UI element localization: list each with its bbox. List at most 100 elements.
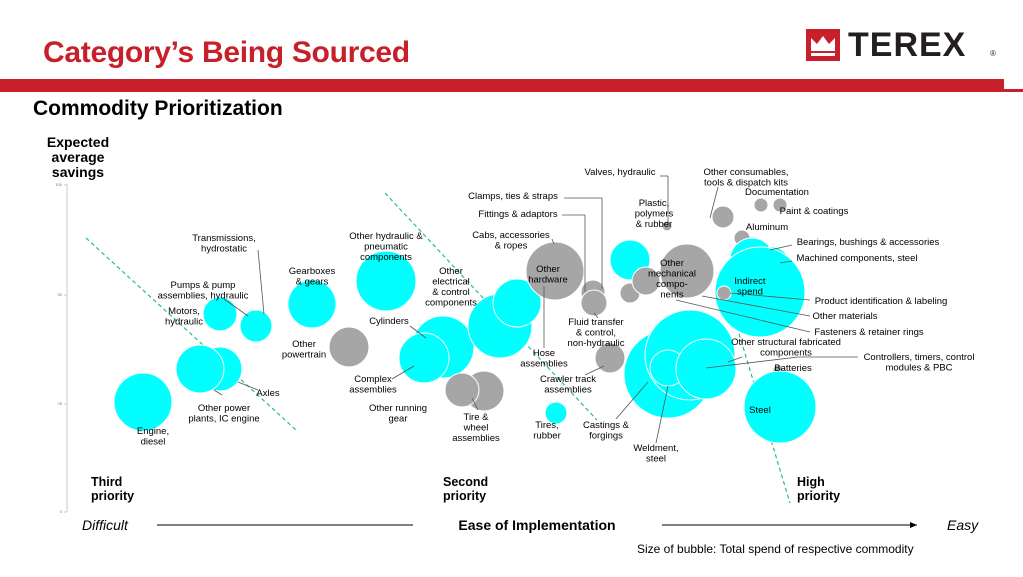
- bubble-other-running-gear[interactable]: [444, 372, 480, 408]
- label-pumps-line: assemblies, hydraulic: [158, 291, 249, 302]
- bubble-other-power-plants[interactable]: [175, 344, 225, 394]
- y-tick-label: 100: [55, 182, 62, 187]
- label-pumps-line: Pumps & pump: [171, 280, 236, 291]
- label-bearings-line: Bearings, bushings & accessories: [797, 237, 940, 248]
- label-other-structural-line: Other structural fabricated: [731, 337, 841, 348]
- label-indirect-spend: Indirect spend: [734, 276, 766, 298]
- leader-line: [779, 260, 793, 264]
- priority-label-second-line: Second: [443, 475, 488, 489]
- label-other-mechanical-line: nents: [660, 290, 683, 301]
- bubble-other-mechanical[interactable]: [631, 266, 661, 296]
- axis-layer: 100 50 25 0: [55, 182, 68, 514]
- label-other-mechanical: Other mechanical compo-nents: [648, 258, 696, 301]
- bubble-cylinders[interactable]: [398, 332, 450, 384]
- bubble-engine-diesel[interactable]: [113, 372, 173, 432]
- label-other-electrical-line: Other: [439, 266, 463, 277]
- label-cylinders-line: Cylinders: [369, 316, 409, 327]
- label-aluminum: Aluminum: [746, 222, 788, 233]
- leader-line: [223, 298, 249, 317]
- label-product-identification-line: Product identification & labeling: [815, 296, 948, 307]
- label-other-running-gear-line: gear: [388, 414, 407, 425]
- label-fittings-line: Fittings & adaptors: [478, 209, 557, 220]
- bubble-documentation[interactable]: [753, 197, 769, 213]
- label-transmissions-line: hydrostatic: [201, 244, 247, 255]
- label-fasteners-line: Fasteners & retainer rings: [814, 327, 924, 338]
- label-complex-assemblies-line: Complex: [354, 374, 392, 385]
- bubble-motors-hydraulic[interactable]: [202, 296, 238, 332]
- bubble-plastic-polymers[interactable]: [661, 220, 673, 232]
- label-other-hydraulic-pneumatic: Other hydraulic & pneumatic components: [349, 231, 423, 263]
- label-batteries-line: Batteries: [774, 363, 812, 374]
- bubble-pumps[interactable]: [239, 309, 273, 343]
- terex-logo: TEREX ®: [806, 26, 996, 65]
- label-paint-coatings-line: Paint & coatings: [780, 206, 849, 217]
- label-other-hydraulic-pneumatic-line: Other hydraulic &: [349, 231, 423, 242]
- label-controllers-line: modules & PBC: [885, 363, 952, 374]
- priority-label-third-line: Third: [91, 475, 122, 489]
- label-indirect-spend-line: Indirect: [734, 276, 766, 287]
- header-red-bar: [0, 79, 1023, 92]
- bubble-product-identification[interactable]: [716, 285, 732, 301]
- label-product-identification: Product identification & labeling: [815, 296, 948, 307]
- leader-line: [701, 295, 811, 317]
- bubble-other-powertrain[interactable]: [328, 326, 370, 368]
- label-cabs-line: Cabs, accessories: [472, 230, 550, 241]
- label-other-consumables-line: Other consumables,: [703, 167, 788, 178]
- leader-line: [769, 244, 793, 251]
- label-other-structural: Other structural fabricated components: [731, 337, 841, 359]
- logo-wordmark: TEREX: [848, 26, 967, 64]
- leader-line: [593, 312, 599, 319]
- label-documentation-line: Documentation: [745, 187, 809, 198]
- label-cylinders: Cylinders: [369, 316, 409, 327]
- logo-registered-mark: ®: [990, 49, 996, 58]
- label-gearboxes-line: Gearboxes: [289, 266, 336, 277]
- label-weldment-steel: Weldment, steel: [633, 443, 678, 465]
- label-other-materials-line: Other materials: [813, 311, 878, 322]
- y-tick-label: 50: [58, 292, 63, 297]
- label-tire-wheel-line: wheel: [463, 423, 489, 434]
- label-fluid-transfer: Fluid transfer & control, non-hydraulic: [567, 317, 624, 349]
- x-axis-right-label: Easy: [947, 517, 979, 533]
- label-valves-hydraulic-line: Valves, hydraulic: [584, 167, 655, 178]
- label-castings-forgings-line: Castings &: [583, 420, 630, 431]
- leader-line: [237, 381, 259, 391]
- label-axles: Axles: [256, 388, 279, 399]
- bubble-other-hydraulic-pneumatic[interactable]: [355, 250, 417, 312]
- leader-lines: [213, 175, 858, 444]
- bubble-cabs[interactable]: [525, 241, 585, 301]
- label-machined-components-line: Machined components, steel: [797, 253, 918, 264]
- label-gearboxes-line: & gears: [296, 277, 329, 288]
- label-other-materials: Other materials: [813, 311, 878, 322]
- label-pumps: Pumps & pump assemblies, hydraulic: [158, 280, 249, 302]
- label-paint-coatings: Paint & coatings: [780, 206, 849, 217]
- leader-line: [551, 238, 555, 245]
- page-title: Category’s Being Sourced: [43, 36, 410, 69]
- label-aluminum-line: Aluminum: [746, 222, 788, 233]
- label-bearings: Bearings, bushings & accessories: [797, 237, 940, 248]
- bubble-clamps[interactable]: [580, 289, 608, 317]
- leader-line: [257, 249, 265, 315]
- label-other-electrical: Other electrical & control components: [425, 266, 477, 309]
- priority-label-high-line: High: [797, 475, 825, 489]
- label-hose-assemblies-line: assemblies: [520, 359, 568, 370]
- label-plastic-polymers-line: polymers: [635, 209, 674, 220]
- label-valves-hydraulic: Valves, hydraulic: [584, 167, 655, 178]
- bubble-crawler-track[interactable]: [594, 342, 626, 374]
- bubble-other-structural[interactable]: [675, 338, 737, 400]
- bubble-paint-coatings[interactable]: [772, 197, 788, 213]
- y-tick-label: 0: [60, 509, 63, 514]
- label-other-mechanical-line: Other: [660, 258, 684, 269]
- leader-line: [709, 186, 719, 219]
- bubble-gearboxes[interactable]: [287, 279, 337, 329]
- bubble-steel[interactable]: [743, 370, 817, 444]
- label-other-powertrain-line: Other: [292, 339, 316, 350]
- bubble-other-consumables[interactable]: [711, 205, 735, 229]
- label-other-hardware: Other hardware: [528, 264, 568, 286]
- label-other-mechanical-line: compo-: [656, 279, 688, 290]
- bubble-other-electrical[interactable]: [492, 278, 542, 328]
- bubble-other-mechanical[interactable]: [659, 243, 715, 299]
- label-tires-rubber-line: Tires,: [535, 420, 558, 431]
- bubble-tires-rubber[interactable]: [544, 401, 568, 425]
